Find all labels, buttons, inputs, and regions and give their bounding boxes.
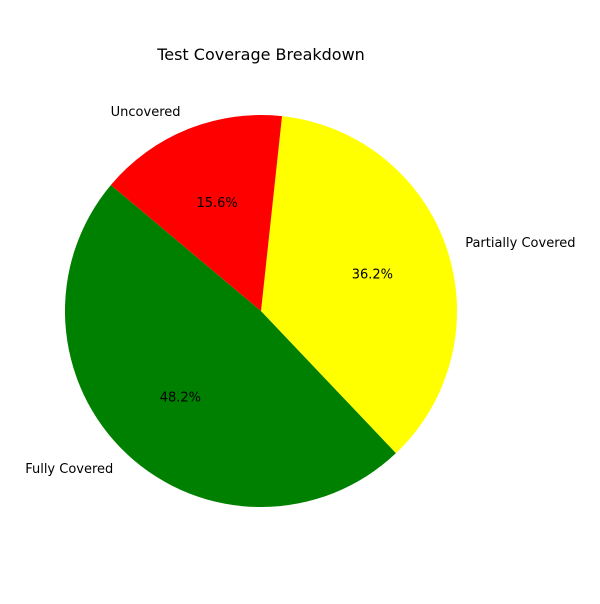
slice-label-fully-covered: Fully Covered <box>25 462 113 477</box>
slice-percent-uncovered: 15.6% <box>196 196 237 211</box>
pie-slice-uncovered <box>110 114 283 311</box>
slice-label-partially-covered: Partially Covered <box>465 236 575 251</box>
slice-percent-fully-covered: 48.2% <box>160 391 201 406</box>
pie-slices <box>64 114 458 508</box>
pie-slice-partially-covered <box>261 116 458 454</box>
pie-labels: Fully Covered 48.2% Partially Covered 36.2%… <box>25 105 575 477</box>
slice-label-uncovered: Uncovered <box>111 105 181 120</box>
chart-title: Test Coverage Breakdown <box>156 45 365 64</box>
slice-percent-partially-covered: 36.2% <box>352 267 393 282</box>
pie-slice-fully-covered <box>64 185 396 508</box>
